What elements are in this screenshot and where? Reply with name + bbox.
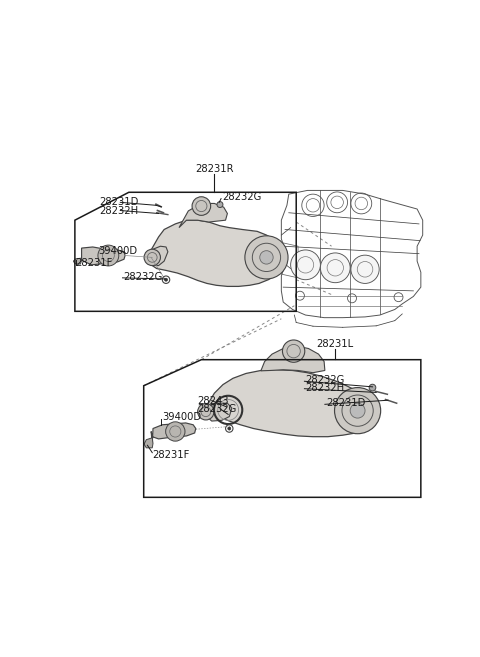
Polygon shape: [148, 220, 285, 286]
Circle shape: [165, 278, 168, 281]
Text: 28231F: 28231F: [76, 258, 113, 268]
Polygon shape: [205, 370, 375, 437]
Circle shape: [98, 245, 119, 266]
Text: 28232G: 28232G: [222, 192, 261, 202]
Text: 28232G: 28232G: [123, 272, 163, 282]
Circle shape: [260, 251, 273, 264]
Text: 28231R: 28231R: [195, 164, 234, 173]
Text: 28232H: 28232H: [99, 206, 138, 215]
Text: 28232H: 28232H: [305, 382, 345, 393]
Circle shape: [335, 388, 381, 434]
Circle shape: [245, 236, 288, 279]
Text: 28231D: 28231D: [326, 398, 365, 408]
Circle shape: [192, 196, 211, 215]
Circle shape: [282, 340, 305, 362]
Polygon shape: [151, 423, 196, 444]
Text: 28231F: 28231F: [152, 449, 190, 459]
Polygon shape: [261, 346, 325, 373]
Circle shape: [290, 250, 321, 280]
Circle shape: [351, 255, 379, 283]
Polygon shape: [205, 403, 232, 421]
Text: 28232G: 28232G: [305, 375, 345, 385]
Circle shape: [198, 403, 214, 420]
Text: 39400D: 39400D: [162, 413, 202, 422]
Text: 28243: 28243: [198, 396, 229, 405]
Circle shape: [228, 427, 231, 430]
Polygon shape: [82, 247, 125, 265]
Text: 39400D: 39400D: [98, 246, 137, 256]
Circle shape: [369, 384, 376, 391]
Circle shape: [144, 249, 160, 265]
Circle shape: [350, 403, 365, 418]
Polygon shape: [73, 258, 82, 264]
Polygon shape: [144, 438, 153, 448]
Circle shape: [321, 253, 350, 283]
Text: 28232G: 28232G: [198, 404, 237, 414]
Circle shape: [217, 202, 223, 208]
Text: 28231D: 28231D: [99, 197, 138, 208]
Polygon shape: [151, 246, 168, 265]
Circle shape: [166, 422, 185, 441]
Text: 28231L: 28231L: [317, 338, 354, 348]
Polygon shape: [179, 204, 228, 227]
